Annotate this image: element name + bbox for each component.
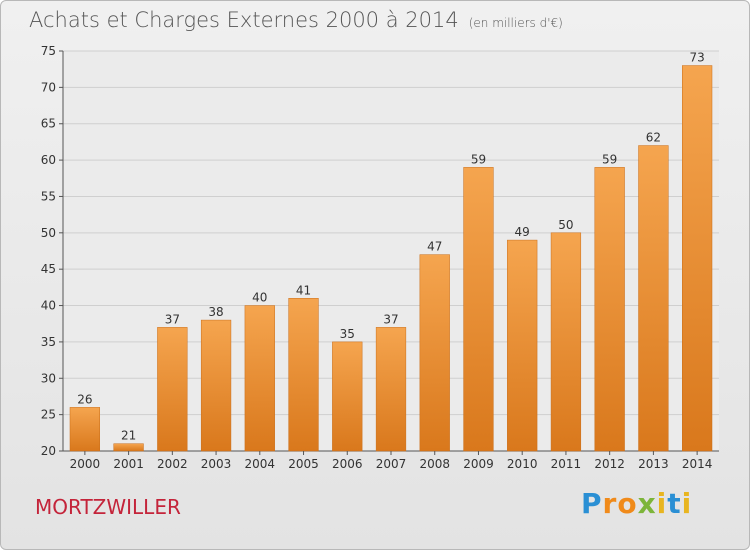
- x-tick-label: 2010: [507, 457, 538, 471]
- y-tick-label: 75: [41, 44, 56, 58]
- chart-title: Achats et Charges Externes 2000 à 2014 (e…: [29, 8, 563, 32]
- x-tick-label: 2002: [157, 457, 188, 471]
- x-tick-label: 2008: [419, 457, 450, 471]
- y-tick-label: 60: [41, 153, 56, 167]
- bar: [332, 341, 363, 452]
- y-tick-label: 50: [41, 226, 56, 240]
- x-tick-label: 2006: [332, 457, 363, 471]
- data-label: 37: [165, 312, 180, 326]
- bar: [507, 239, 538, 452]
- data-label: 21: [121, 429, 136, 443]
- data-label: 59: [602, 152, 617, 166]
- bar: [113, 443, 144, 452]
- bar: [638, 145, 669, 452]
- data-label: 40: [252, 291, 267, 305]
- data-label: 59: [471, 152, 486, 166]
- data-label: 35: [340, 327, 355, 341]
- bar: [288, 298, 319, 452]
- data-label: 50: [558, 218, 573, 232]
- bar: [375, 327, 407, 452]
- data-label: 47: [427, 240, 442, 254]
- bar: [419, 254, 450, 452]
- place-name: MORTZWILLER: [35, 495, 181, 519]
- data-label: 41: [296, 283, 311, 297]
- x-tick-label: 2013: [638, 457, 669, 471]
- y-tick-label: 45: [41, 262, 56, 276]
- x-tick-label: 2014: [682, 457, 713, 471]
- y-tick-label: 55: [41, 189, 56, 203]
- bar: [594, 167, 625, 452]
- x-tick-label: 2012: [594, 457, 625, 471]
- y-tick-label: 35: [41, 335, 56, 349]
- y-tick-label: 30: [41, 371, 56, 385]
- x-tick-label: 2009: [463, 457, 494, 471]
- data-label: 37: [383, 312, 398, 326]
- bar: [244, 305, 275, 452]
- x-tick-label: 2003: [201, 457, 232, 471]
- data-label: 73: [689, 51, 704, 65]
- data-label: 26: [77, 392, 92, 406]
- bar: [200, 319, 232, 452]
- bar: [157, 327, 188, 452]
- y-tick-label: 20: [41, 444, 56, 458]
- x-tick-label: 2004: [245, 457, 276, 471]
- bar: [69, 407, 100, 452]
- y-tick-label: 70: [41, 80, 56, 94]
- x-tick-label: 2000: [70, 457, 101, 471]
- y-tick-label: 65: [41, 117, 56, 131]
- x-tick-label: 2005: [288, 457, 319, 471]
- data-label: 62: [646, 131, 661, 145]
- data-label: 38: [208, 305, 223, 319]
- bar: [463, 167, 494, 452]
- data-label: 49: [515, 225, 530, 239]
- x-tick-label: 2011: [551, 457, 582, 471]
- bar: [550, 232, 582, 452]
- proxiti-logo: Proxiti: [581, 487, 693, 520]
- y-tick-label: 25: [41, 408, 56, 422]
- y-tick-label: 40: [41, 299, 56, 313]
- x-tick-label: 2007: [376, 457, 407, 471]
- x-tick-label: 2001: [113, 457, 144, 471]
- chart-title-text: Achats et Charges Externes 2000 à 2014: [29, 8, 459, 32]
- chart-subtitle: (en milliers d'€): [468, 16, 563, 30]
- bar: [682, 65, 713, 452]
